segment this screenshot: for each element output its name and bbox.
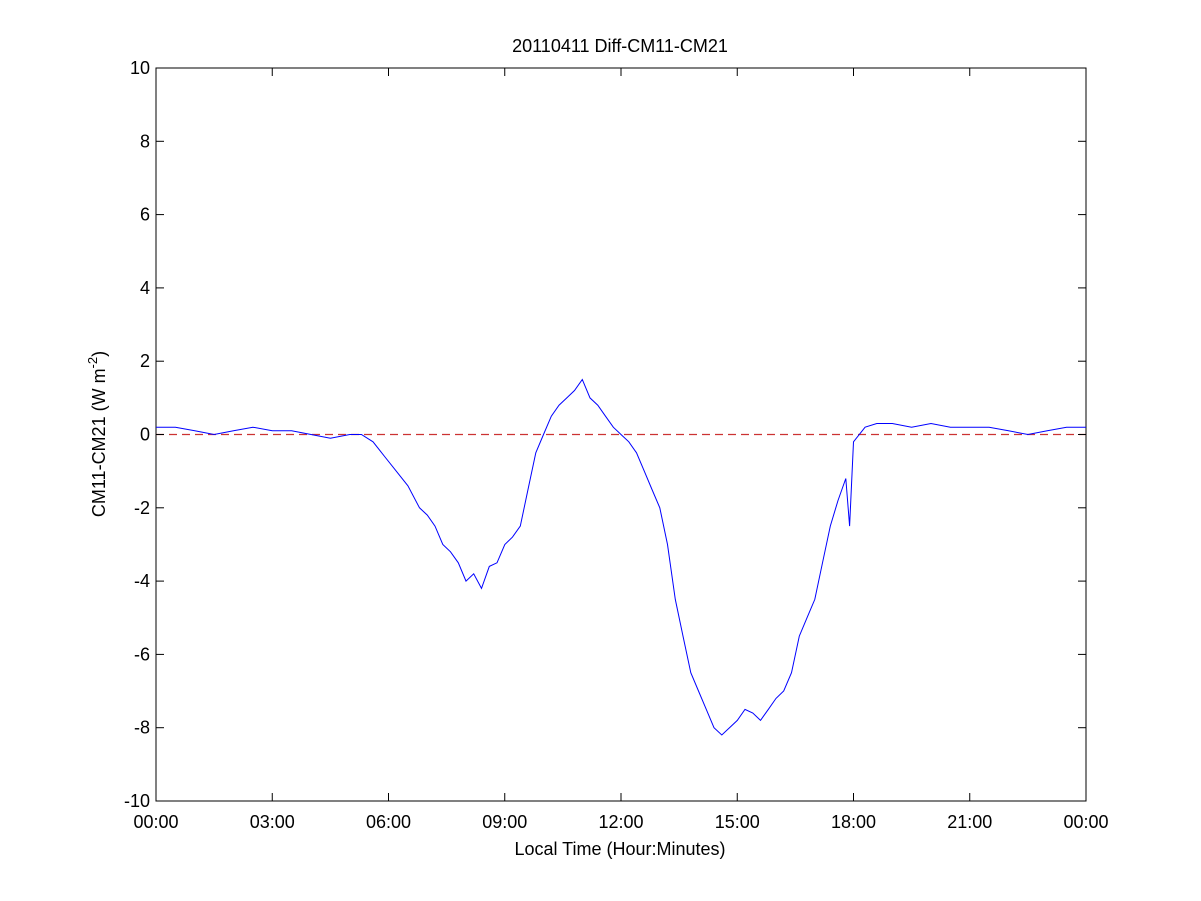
y-tick-label: 6 <box>140 205 150 225</box>
y-tick-label: -10 <box>124 791 150 811</box>
x-tick-label: 06:00 <box>366 812 411 832</box>
series-line <box>156 378 1086 736</box>
x-tick-label: 03:00 <box>250 812 295 832</box>
x-axis: 00:00 03:00 06:00 09:00 12:00 15:00 18:00 21:00… <box>133 68 1109 832</box>
x-tick-label: 18:00 <box>831 812 876 832</box>
x-tick-label: 00:00 <box>133 812 178 832</box>
x-tick-label: 21:00 <box>947 812 992 832</box>
y-tick-label: 4 <box>140 278 150 298</box>
y-axis-label: CM11-CM21 (W m-2) <box>85 351 109 517</box>
x-tick-label: 00:00 <box>1063 812 1108 832</box>
y-tick-label: -8 <box>134 718 150 738</box>
y-tick-label: 10 <box>130 58 150 78</box>
y-tick-label: -6 <box>134 644 150 664</box>
x-tick-label: 15:00 <box>715 812 760 832</box>
chart-title: 20110411 Diff-CM11-CM21 <box>512 36 728 56</box>
y-axis: -10 -8 -6 -4 -2 0 2 4 6 8 10 <box>124 58 1086 811</box>
x-tick-label: 09:00 <box>482 812 527 832</box>
plot-area <box>155 67 1087 802</box>
y-tick-label: -4 <box>134 571 150 591</box>
y-tick-label: -2 <box>134 498 150 518</box>
y-tick-label: 2 <box>140 351 150 371</box>
y-tick-label: 8 <box>140 131 150 151</box>
x-tick-label: 12:00 <box>598 812 643 832</box>
y-tick-label: 0 <box>140 425 150 445</box>
x-axis-label: Local Time (Hour:Minutes) <box>514 839 725 859</box>
